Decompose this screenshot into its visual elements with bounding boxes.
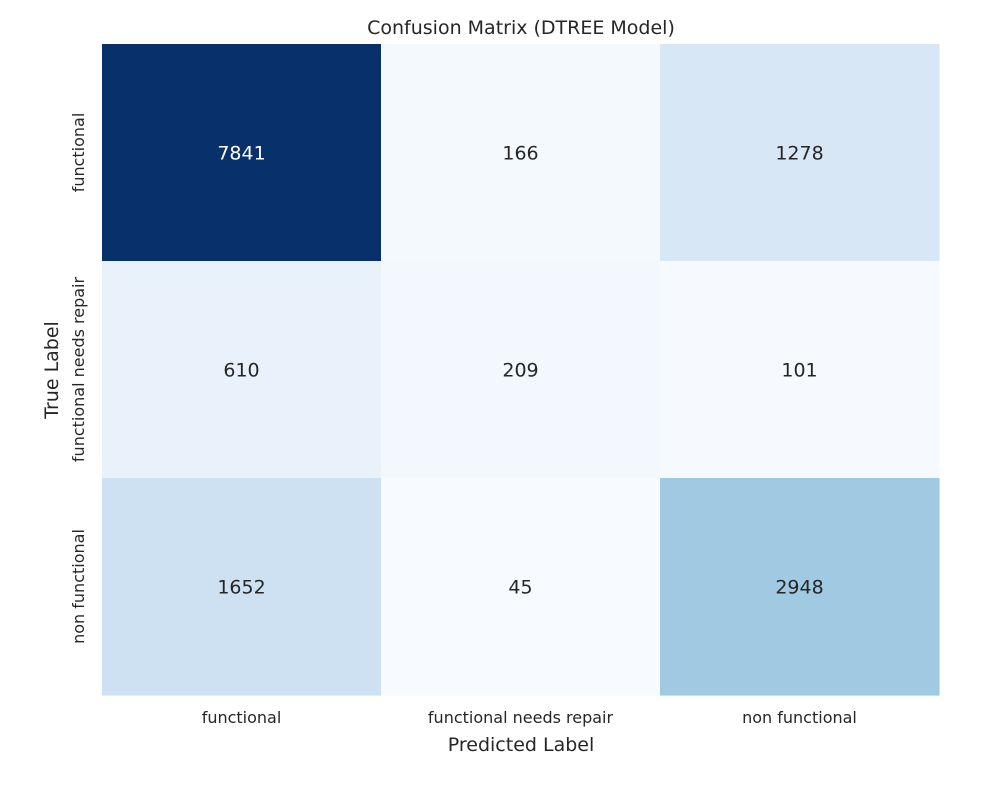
x-tick-labels: functional functional needs repair non fun… <box>202 708 857 727</box>
heatmap-cell-labels: 7841 166 1278 610 209 101 1652 45 2948 <box>217 143 823 599</box>
cell-value-label: 101 <box>781 360 817 382</box>
cell-value-label: 45 <box>508 577 532 599</box>
heatmap-cells <box>102 44 940 696</box>
chart-title: Confusion Matrix (DTREE Model) <box>367 17 675 39</box>
heatmap-cell <box>102 261 382 479</box>
y-tick-label: non functional <box>69 529 88 644</box>
cell-value-label: 166 <box>502 143 538 165</box>
y-tick-labels: functional functional needs repair non fun… <box>69 113 88 644</box>
cell-value-label: 610 <box>223 360 259 382</box>
heatmap-cell <box>660 478 940 696</box>
x-tick-label: non functional <box>742 708 857 727</box>
x-tick-label: functional <box>202 708 282 727</box>
cell-value-label: 1652 <box>217 577 265 599</box>
cell-value-label: 7841 <box>217 143 265 165</box>
x-axis-label: Predicted Label <box>448 734 595 756</box>
y-tick-label: functional needs repair <box>69 277 88 463</box>
cell-value-label: 209 <box>502 360 538 382</box>
heatmap-cell <box>381 478 661 696</box>
heatmap-cell <box>102 478 382 696</box>
heatmap-cell <box>660 44 940 262</box>
cell-value-label: 1278 <box>775 143 823 165</box>
heatmap-cell <box>660 261 940 479</box>
heatmap-cell <box>381 44 661 262</box>
heatmap-cell <box>381 261 661 479</box>
x-tick-label: functional needs repair <box>428 708 614 727</box>
heatmap-cell <box>102 44 382 262</box>
cell-value-label: 2948 <box>775 577 823 599</box>
y-axis-label: True Label <box>41 321 63 420</box>
y-tick-label: functional <box>69 113 88 193</box>
